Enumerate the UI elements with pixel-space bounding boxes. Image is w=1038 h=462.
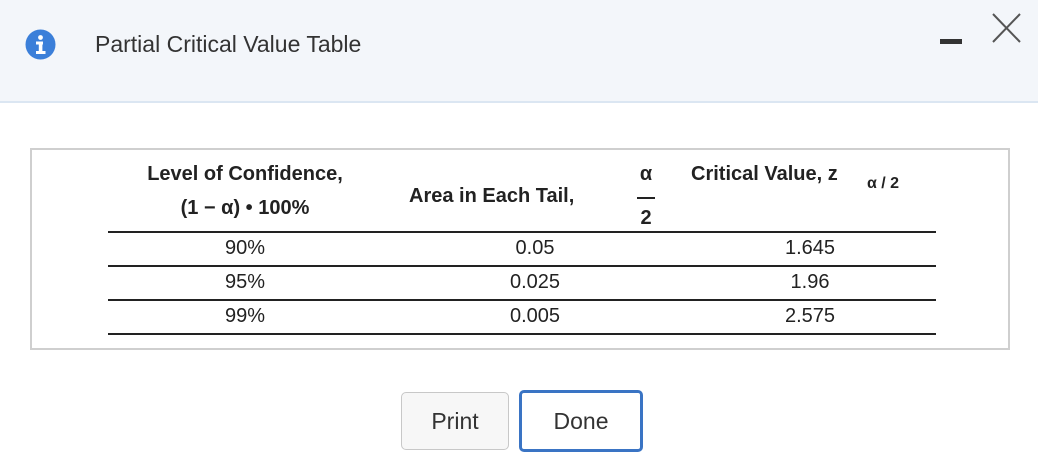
fraction-numerator: α: [639, 163, 653, 185]
table-cell: 1.96: [790, 271, 830, 293]
table-frame: [30, 148, 1010, 350]
table-cell: 0.025: [509, 271, 561, 293]
table-rule: [108, 299, 936, 301]
header-text: Critical Value, z: [691, 163, 838, 185]
table-cell: 99%: [224, 305, 266, 327]
minimize-button[interactable]: [940, 39, 962, 44]
print-button[interactable]: Print: [401, 392, 509, 450]
table-cell: 0.005: [509, 305, 561, 327]
header-text: Area in Each Tail,: [409, 185, 575, 207]
table-cell: 90%: [224, 237, 266, 259]
close-button[interactable]: [992, 13, 1021, 43]
table-rule: [108, 231, 936, 233]
header-subscript: α / 2: [867, 175, 900, 192]
dialog-title: Partial Critical Value Table: [95, 31, 362, 57]
table-rule: [108, 333, 936, 335]
header-line: (1 − α) • 100%: [180, 197, 310, 219]
info-icon: [25, 29, 56, 60]
table-cell: 1.645: [784, 237, 836, 259]
table-rule: [108, 265, 936, 267]
done-button[interactable]: Done: [519, 390, 643, 452]
table-cell: 2.575: [784, 305, 836, 327]
fraction-bar: [637, 197, 655, 199]
table-cell: 95%: [224, 271, 266, 293]
header-line: Level of Confidence,: [147, 163, 343, 185]
table-cell: 0.05: [515, 237, 555, 259]
fraction-denominator: 2: [640, 207, 652, 229]
window-controls: [940, 13, 1021, 44]
dialog-header: [0, 0, 1038, 103]
